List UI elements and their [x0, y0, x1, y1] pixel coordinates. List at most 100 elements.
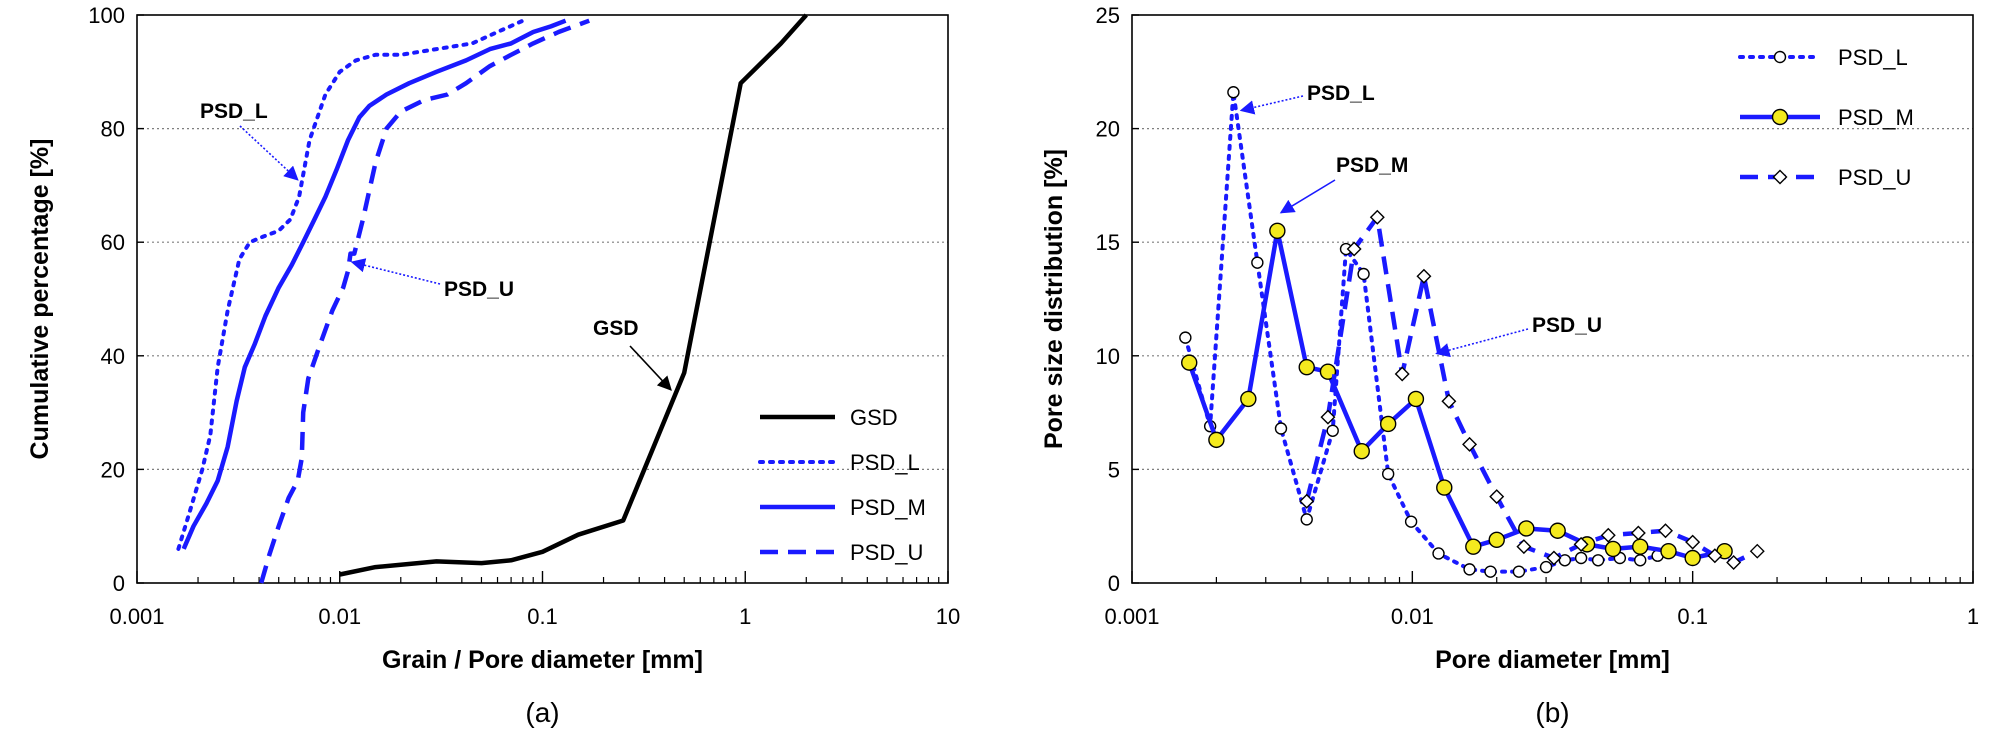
annotation-arrow [629, 345, 672, 391]
x-tick-label: 0.001 [1104, 604, 1159, 629]
data-point-psd-m [1488, 531, 1505, 549]
legend: GSD PSD_L PSD_M PSD_U [758, 405, 926, 565]
panel-label: (b) [1535, 697, 1569, 728]
annotation-psd-u: PSD_U [1532, 314, 1602, 337]
data-point-psd-u [1600, 527, 1616, 543]
data-point-psd-u [1749, 543, 1765, 559]
annotation-arrow [1279, 179, 1336, 214]
data-point-psd-u [1346, 241, 1362, 257]
data-point-psd-m [1549, 522, 1566, 539]
annotation-psd-l: PSD_L [200, 100, 268, 123]
data-point-psd-m [1379, 415, 1397, 433]
y-tick-label: 20 [101, 457, 125, 482]
data-point-psd-l [1300, 513, 1313, 526]
legend: PSD_L PSD_M PSD_U [1738, 45, 1914, 190]
data-point-psd-l [1404, 515, 1418, 528]
annotation-arrow [239, 125, 299, 181]
data-point-psd-l [1634, 554, 1647, 567]
data-point-psd-u [1489, 489, 1505, 505]
data-point-psd-m [1518, 520, 1535, 537]
series-line-psd-l [1183, 90, 1660, 574]
data-point-psd-l [1381, 467, 1395, 481]
x-tick-label: 0.001 [109, 604, 164, 629]
data-point-psd-u [1441, 393, 1457, 409]
series-line-psd-m [181, 18, 567, 550]
data-point-psd-u [1573, 536, 1589, 552]
data-point-psd-l [1432, 547, 1445, 560]
data-point-psd-l [1227, 86, 1240, 99]
y-tick-label: 0 [1108, 571, 1120, 596]
y-tick-label: 25 [1096, 3, 1120, 28]
data-point-psd-u [1320, 409, 1336, 425]
annotation-psd-u: PSD_U [444, 278, 514, 301]
data-point-psd-m [1240, 390, 1257, 408]
chart-panel-b: 0 5 10 15 20 25 0.001 0.01 0.1 1 Pore diameter [mm… [1040, 3, 1979, 728]
x-tick-label: 0.01 [1391, 604, 1434, 629]
data-point-psd-l [1357, 267, 1370, 281]
series-line-psd-u [1304, 214, 1759, 565]
x-tick-label: 1 [1967, 604, 1979, 629]
data-point-psd-m [1436, 479, 1453, 496]
legend-label-psd-u: PSD_U [1838, 165, 1911, 190]
data-point-psd-u [1516, 539, 1532, 555]
series-line-psd-u [259, 18, 590, 584]
data-point-psd-m [1353, 443, 1370, 460]
chart-panel-a: 0 20 40 60 80 100 0.001 0.01 0.1 1 10 Grain / Pore … [26, 3, 960, 728]
legend-marker [1772, 169, 1788, 185]
data-point-psd-u [1299, 493, 1315, 509]
y-tick-label: 15 [1096, 230, 1120, 255]
plot-frame [1131, 14, 1974, 584]
data-point-psd-l [1591, 554, 1605, 567]
y-tick-label: 5 [1108, 457, 1120, 482]
y-axis-title: Cumulative percentage [%] [26, 139, 54, 460]
data-point-psd-l [1539, 560, 1553, 574]
annotation-psd-m: PSD_M [1336, 154, 1408, 177]
x-tick-label: 0.1 [527, 604, 558, 629]
data-point-psd-l [1179, 331, 1192, 344]
y-axis-title: Pore size distribution [%] [1040, 149, 1068, 449]
x-tick-label: 1 [739, 604, 751, 629]
data-point-psd-m [1660, 542, 1677, 560]
data-point-psd-m [1298, 358, 1315, 376]
legend-label-gsd: GSD [850, 405, 898, 430]
legend-marker [1773, 50, 1787, 64]
data-point-psd-m [1181, 354, 1198, 371]
annotation-arrow [1435, 328, 1529, 358]
series-line-psd-m [1187, 228, 1726, 561]
data-point-psd-m [1269, 222, 1286, 240]
data-point-psd-u [1394, 366, 1410, 382]
data-point-psd-u [1416, 268, 1432, 284]
annotation-gsd: GSD [593, 317, 639, 340]
legend-label-psd-l: PSD_L [850, 450, 920, 475]
data-point-psd-u [1707, 548, 1723, 564]
y-tick-label: 10 [1096, 344, 1120, 369]
legend-label-psd-u: PSD_U [850, 540, 923, 565]
data-point-psd-m [1465, 538, 1482, 555]
annotation-psd-l: PSD_L [1307, 82, 1375, 105]
y-tick-label: 100 [88, 3, 125, 28]
x-tick-label: 0.01 [318, 604, 361, 629]
data-point-psd-u [1726, 555, 1742, 571]
series-line-psd-l [176, 18, 525, 551]
data-point-psd-m [1604, 540, 1622, 558]
y-tick-label: 40 [101, 344, 125, 369]
annotation-arrow [350, 258, 441, 285]
panel-label: (a) [525, 697, 559, 728]
series-line-gsd [339, 13, 808, 577]
data-point-psd-u [1658, 523, 1673, 539]
data-point-psd-l [1574, 551, 1588, 565]
data-point-psd-l [1558, 554, 1572, 567]
data-point-psd-l [1512, 565, 1526, 578]
data-point-psd-m [1208, 431, 1225, 449]
x-axis-title: Pore diameter [mm] [1435, 646, 1670, 674]
legend-marker [1771, 108, 1789, 126]
y-tick-label: 60 [101, 230, 125, 255]
data-point-psd-l [1463, 563, 1476, 576]
legend-label-psd-m: PSD_M [1838, 105, 1914, 130]
data-point-psd-m [1632, 538, 1649, 555]
data-point-psd-l [1251, 256, 1264, 269]
x-tick-label: 0.1 [1677, 604, 1708, 629]
data-point-psd-l [1484, 565, 1497, 578]
data-point-psd-u [1546, 550, 1562, 566]
